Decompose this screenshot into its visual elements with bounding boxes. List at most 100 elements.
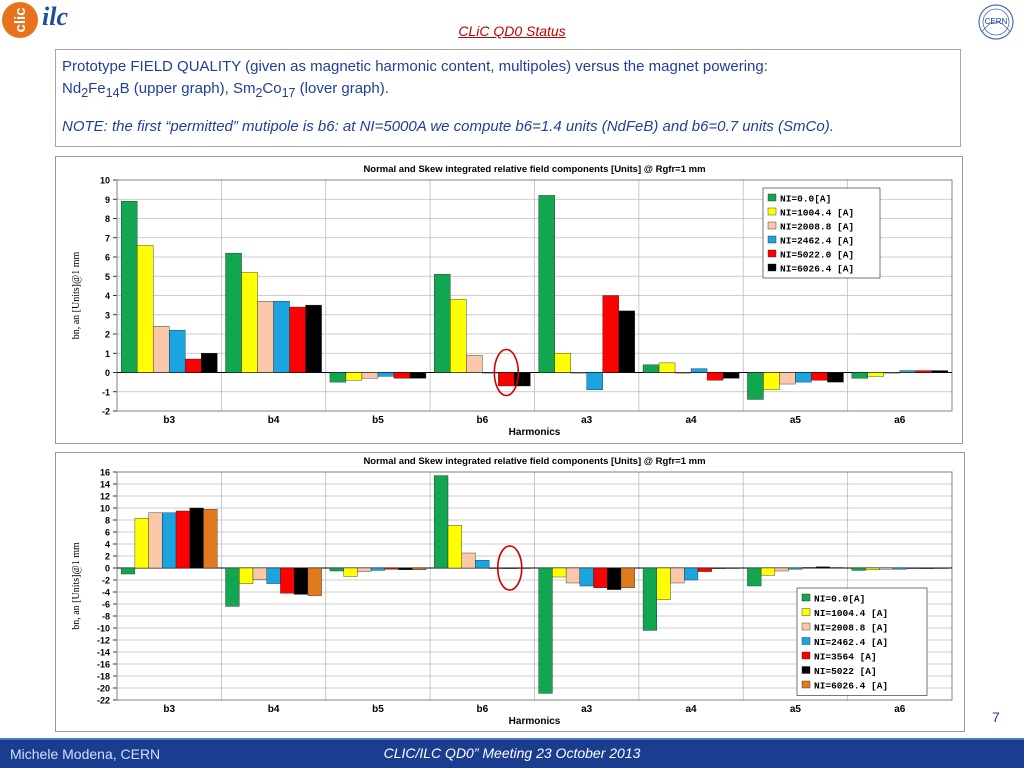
- bar-a6-series-1: [851, 567, 866, 571]
- bar-a5-series-6: [815, 566, 830, 569]
- bar-a6-series-4: [892, 567, 907, 570]
- bar-b3-series-5: [175, 510, 190, 569]
- bar-b6-series-6: [502, 567, 517, 569]
- bar-b5-series-4: [370, 567, 385, 571]
- legend-label: NI=2008.8 [A]: [814, 623, 888, 634]
- bar-a3-series-3: [570, 372, 587, 374]
- x-tick-label: b4: [268, 415, 280, 426]
- bar-a6-series-2: [867, 372, 885, 377]
- bar-b6-series-1: [434, 274, 451, 373]
- bar-b3-series-6: [200, 353, 218, 373]
- y-tick-label: -4: [102, 588, 110, 598]
- bar-a3-series-2: [552, 567, 567, 578]
- bar-b4-series-4: [273, 301, 290, 373]
- y-tick-label: 2: [105, 330, 110, 340]
- x-axis-title: Harmonics: [509, 427, 561, 438]
- y-tick-label: 8: [105, 516, 110, 526]
- bar-a5-series-1: [747, 372, 764, 400]
- bar-b6-series-5: [488, 567, 504, 569]
- bar-a3-series-6: [607, 567, 622, 590]
- slide-title: CLiC QD0 Status: [458, 23, 566, 39]
- bar-b5-series-1: [329, 372, 347, 383]
- legend-label: NI=2462.4 [A]: [780, 236, 854, 247]
- plot-area: [116, 179, 953, 412]
- legend-label: NI=5022 [A]: [814, 666, 877, 677]
- y-tick-label: 4: [105, 540, 110, 550]
- description-note: NOTE: the first “permitted” mutipole is …: [62, 118, 834, 135]
- footer-meeting: CLIC/ILC QD0” Meeting 23 October 2013: [383, 745, 641, 761]
- bar-b4-series-6: [293, 567, 309, 595]
- legend-swatch: [801, 608, 811, 616]
- legend-swatch: [801, 637, 811, 645]
- bar-a6-series-3: [879, 567, 894, 570]
- footer-bar: Michele Modena, CERN CLIC/ILC QD0” Meeti…: [0, 738, 1024, 768]
- y-tick-label: -22: [97, 696, 110, 706]
- bar-b6-series-4: [475, 559, 490, 569]
- x-tick-label: a3: [581, 704, 593, 715]
- legend-label: NI=3564 [A]: [814, 652, 877, 663]
- bar-a5-series-4: [795, 372, 812, 383]
- y-tick-label: 6: [105, 253, 110, 263]
- bar-b3-series-7: [203, 509, 218, 569]
- x-tick-label: b4: [268, 704, 280, 715]
- bar-a4-series-3: [674, 372, 692, 374]
- bar-b4-series-2: [241, 272, 258, 373]
- bar-b3-series-2: [134, 517, 149, 569]
- bar-b4-series-3: [257, 301, 274, 373]
- y-tick-label: 0: [105, 368, 110, 378]
- upper-chart-svg: -2 -1 0 1 2 3 4 5 6 7 8 9 10 b3 b4 b5 b6 a3 a4 a5 a6 Harmonic…: [55, 156, 963, 444]
- y-tick-label: 16: [100, 468, 110, 478]
- description-text: Prototype FIELD QUALITY (given as magnet…: [62, 58, 768, 100]
- bar-b4-series-4: [266, 567, 281, 584]
- x-tick-label: a6: [894, 704, 906, 715]
- x-tick-label: a4: [686, 704, 698, 715]
- lower-chart: -22 -20 -18 -16 -14 -12 -10 -8 -6 -4 -2 0 2 4 6 8 10 12 14…: [55, 452, 965, 732]
- y-tick-label: -2: [102, 576, 110, 586]
- x-tick-label: b5: [372, 415, 384, 426]
- legend-swatch: [767, 221, 777, 230]
- bar-a5-series-6: [827, 372, 844, 383]
- bar-a3-series-4: [579, 567, 594, 587]
- x-tick-label: a5: [790, 415, 802, 426]
- bar-a5-series-5: [811, 372, 828, 381]
- upper-chart: -2 -1 0 1 2 3 4 5 6 7 8 9 10 b3 b4 b5 b6 a3 a4 a5 a6 Harmonic…: [55, 156, 963, 444]
- y-tick-label: 5: [105, 272, 110, 282]
- bar-b6-series-4: [482, 372, 499, 374]
- y-tick-label: 3: [105, 310, 110, 320]
- bar-a6-series-3: [883, 372, 901, 374]
- y-tick-label: 0: [105, 564, 110, 574]
- bar-b4-series-2: [239, 567, 254, 584]
- x-tick-label: a6: [894, 415, 906, 426]
- legend-swatch: [801, 680, 811, 689]
- bar-b5-series-1: [329, 567, 344, 572]
- bar-a5-series-2: [760, 567, 776, 576]
- bar-a6-series-5: [915, 370, 933, 373]
- legend-swatch: [801, 622, 811, 631]
- legend-swatch: [801, 593, 811, 602]
- bar-a5-series-7: [829, 567, 844, 569]
- y-tick-label: -10: [97, 624, 110, 634]
- legend-label: NI=1004.4 [A]: [780, 208, 854, 219]
- bar-a6-series-6: [931, 370, 949, 373]
- bar-b3-series-5: [184, 358, 202, 373]
- y-tick-label: 14: [100, 480, 110, 490]
- bar-a3-series-1: [538, 567, 553, 694]
- footer-author: Michele Modena, CERN: [10, 746, 161, 762]
- cern-logo: CERN: [976, 2, 1016, 42]
- legend-swatch: [767, 263, 777, 272]
- bar-a6-series-6: [920, 567, 935, 569]
- bar-a6-series-1: [851, 372, 869, 379]
- bar-b3-series-6: [189, 507, 204, 569]
- x-axis-title: Harmonics: [509, 716, 561, 727]
- bar-a3-series-4: [586, 372, 603, 391]
- y-tick-label: -6: [102, 600, 110, 610]
- y-tick-label: 4: [105, 291, 110, 301]
- bar-b5-series-3: [361, 372, 379, 379]
- bar-b4-series-1: [225, 567, 240, 607]
- y-tick-label: 12: [100, 492, 110, 502]
- legend-swatch: [767, 193, 777, 202]
- bar-a4-series-1: [642, 364, 660, 373]
- bar-b6-series-3: [466, 354, 483, 373]
- legend-swatch: [767, 235, 777, 244]
- legend-swatch: [801, 666, 811, 674]
